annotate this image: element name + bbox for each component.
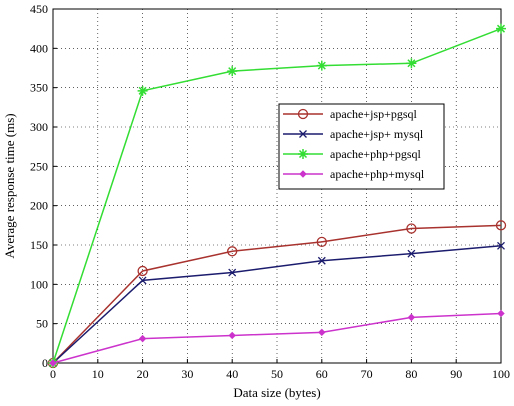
data-point bbox=[497, 241, 505, 250]
legend-label: apache+php+pgsql bbox=[330, 147, 422, 161]
data-point bbox=[137, 265, 148, 277]
data-point bbox=[316, 236, 327, 248]
x-tick-label: 70 bbox=[361, 367, 373, 381]
data-point bbox=[316, 60, 327, 71]
data-point bbox=[317, 256, 326, 265]
x-tick-label: 90 bbox=[450, 367, 462, 381]
y-tick-label: 150 bbox=[30, 238, 48, 252]
y-tick-label: 100 bbox=[30, 277, 48, 291]
legend-item: apache+jsp+ mysql bbox=[283, 127, 424, 141]
legend-item: apache+php+mysql bbox=[283, 167, 425, 181]
legend: apache+jsp+pgsql apache+jsp+ mysql apache+… bbox=[278, 103, 445, 190]
series-group bbox=[47, 23, 507, 369]
y-axis-ticks: 0 50 100 150 200 250 300 350 400 450 bbox=[30, 2, 57, 370]
data-point bbox=[297, 108, 309, 120]
x-tick-label: 60 bbox=[316, 367, 328, 381]
x-tick-label: 0 bbox=[50, 367, 56, 381]
legend-item: apache+jsp+pgsql bbox=[283, 107, 418, 121]
data-point bbox=[497, 309, 505, 318]
data-point bbox=[228, 331, 236, 340]
x-tick-label: 10 bbox=[92, 367, 104, 381]
y-tick-label: 200 bbox=[30, 199, 48, 213]
y-tick-label: 400 bbox=[30, 41, 48, 55]
data-point bbox=[227, 66, 238, 77]
y-tick-label: 350 bbox=[30, 81, 48, 95]
y-tick-label: 0 bbox=[42, 356, 48, 370]
y-tick-label: 250 bbox=[30, 159, 48, 173]
legend-label: apache+jsp+pgsql bbox=[330, 107, 418, 121]
legend-item: apache+php+pgsql bbox=[283, 147, 422, 161]
series-apache-php-pgsql bbox=[48, 23, 506, 368]
series-line bbox=[52, 27, 502, 364]
data-point bbox=[407, 249, 416, 258]
series-line bbox=[52, 224, 502, 364]
series-line bbox=[52, 312, 502, 364]
data-point bbox=[299, 130, 307, 138]
data-point bbox=[496, 23, 506, 34]
x-tick-label: 80 bbox=[405, 367, 417, 381]
data-point bbox=[406, 58, 417, 69]
y-tick-label: 300 bbox=[30, 120, 48, 134]
data-point bbox=[406, 223, 417, 234]
data-point bbox=[137, 85, 148, 96]
x-tick-label: 100 bbox=[492, 367, 510, 381]
x-tick-label: 50 bbox=[271, 367, 283, 381]
data-point bbox=[138, 334, 147, 343]
data-point bbox=[228, 268, 237, 277]
x-tick-label: 20 bbox=[137, 367, 149, 381]
legend-label: apache+php+mysql bbox=[330, 167, 425, 181]
series-apache-php-mysql bbox=[49, 309, 505, 367]
data-point bbox=[138, 276, 147, 285]
legend-box bbox=[278, 103, 445, 190]
series-apache-jsp-mysql bbox=[49, 241, 505, 367]
data-point bbox=[298, 149, 308, 159]
data-point bbox=[318, 328, 326, 337]
y-axis-label: Average response time (ms) bbox=[2, 113, 17, 258]
series-line bbox=[52, 245, 502, 364]
data-point bbox=[49, 359, 57, 367]
x-axis-label: Data size (bytes) bbox=[233, 385, 320, 400]
x-tick-label: 40 bbox=[226, 367, 238, 381]
data-point bbox=[299, 170, 307, 178]
y-tick-label: 450 bbox=[30, 2, 48, 16]
data-point bbox=[495, 220, 507, 231]
data-point bbox=[227, 246, 238, 257]
x-axis-ticks: 0 10 20 30 40 50 60 70 80 90 100 bbox=[50, 359, 510, 381]
data-point bbox=[407, 313, 416, 322]
y-tick-label: 50 bbox=[36, 317, 48, 331]
x-tick-label: 30 bbox=[181, 367, 193, 381]
legend-label: apache+jsp+ mysql bbox=[330, 127, 424, 141]
